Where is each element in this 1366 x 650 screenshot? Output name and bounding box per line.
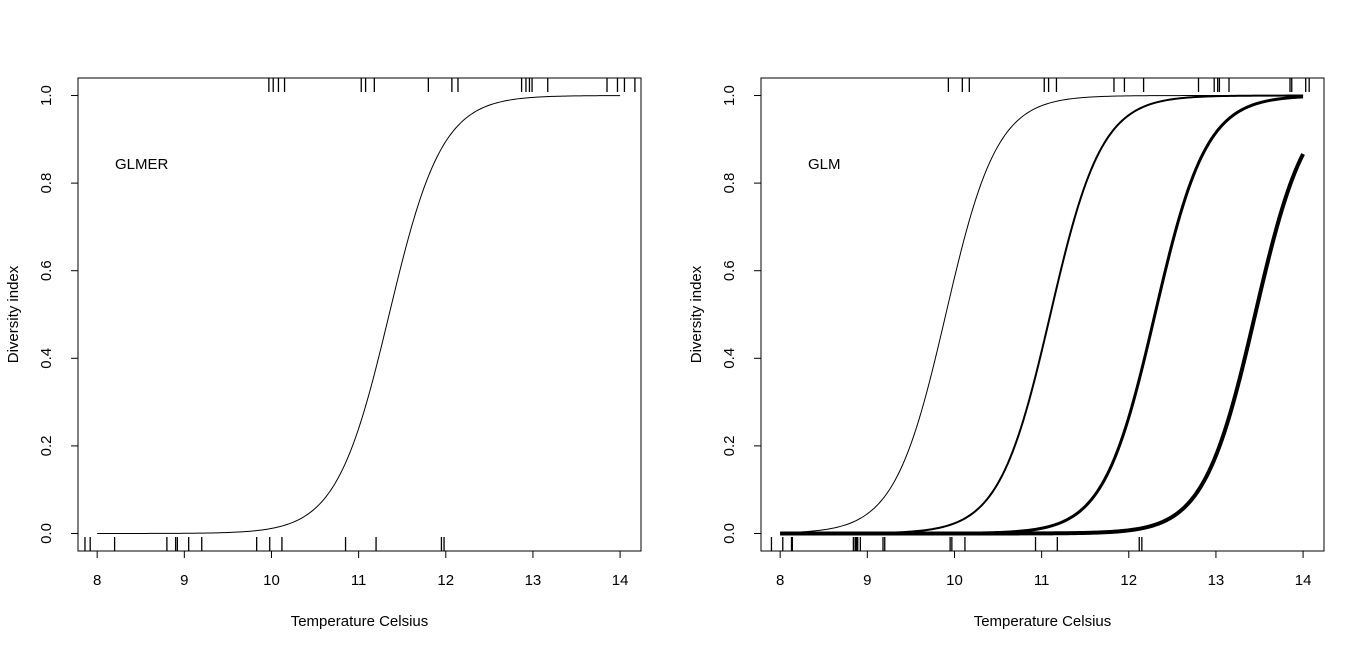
y-tick-label: 0.4	[38, 348, 55, 369]
x-tick-label: 8	[776, 572, 784, 589]
y-axis-label: Diversity index	[688, 265, 705, 363]
x-tick-label: 12	[1120, 572, 1137, 589]
plot-frame	[77, 77, 642, 552]
x-tick-label: 9	[180, 572, 188, 589]
x-tick-label: 10	[946, 572, 963, 589]
fitted-curve-4	[780, 153, 1305, 536]
panel-annotation: GLM	[808, 156, 841, 173]
fitted-curve-3	[780, 95, 1304, 535]
fitted-curve-1	[97, 95, 621, 534]
x-tick-label: 14	[612, 572, 629, 589]
y-axis-label: Diversity index	[5, 265, 22, 363]
y-tick-label: 0.6	[38, 260, 55, 281]
fitted-curve-1	[780, 95, 1304, 534]
x-axis-label: Temperature Celsius	[974, 613, 1112, 630]
x-tick-label: 11	[1034, 572, 1050, 589]
x-tick-label: 10	[263, 572, 280, 589]
y-tick-label: 1.0	[721, 85, 738, 106]
x-tick-label: 11	[351, 572, 367, 589]
panel-annotation: GLMER	[115, 156, 169, 173]
plot-marks: 8 9 10 11 12 13 14 0.0 0.2 0.4 0.6 0.8 1.0	[38, 78, 636, 589]
x-tick-label: 9	[863, 572, 871, 589]
x-tick-label: 13	[1208, 572, 1225, 589]
glm-panel: 8 9 10 11 12 13 14 0.0 0.2 0.4 0.6 0.8 1.0 GLM Tempe…	[688, 77, 1325, 630]
y-tick-label: 0.2	[38, 435, 55, 456]
x-tick-label: 12	[437, 572, 454, 589]
y-tick-label: 0.0	[721, 523, 738, 544]
y-tick-label: 0.8	[721, 173, 738, 194]
x-tick-label: 8	[93, 572, 101, 589]
y-tick-label: 0.2	[721, 435, 738, 456]
fitted-curve-2	[780, 94, 1304, 535]
glmer-panel: 8 9 10 11 12 13 14 0.0 0.2 0.4 0.6 0.8 1.0 GLMER Tem…	[5, 77, 642, 630]
y-tick-label: 0.6	[721, 260, 738, 281]
x-axis-label: Temperature Celsius	[291, 613, 429, 630]
y-tick-label: 0.0	[38, 523, 55, 544]
plot-marks: 8 9 10 11 12 13 14 0.0 0.2 0.4 0.6 0.8 1.0	[721, 78, 1311, 589]
plot-frame	[760, 77, 1325, 552]
x-tick-label: 13	[525, 572, 542, 589]
y-tick-label: 0.4	[721, 348, 738, 369]
x-tick-label: 14	[1295, 572, 1312, 589]
y-tick-label: 0.8	[38, 173, 55, 194]
y-tick-label: 1.0	[38, 85, 55, 106]
